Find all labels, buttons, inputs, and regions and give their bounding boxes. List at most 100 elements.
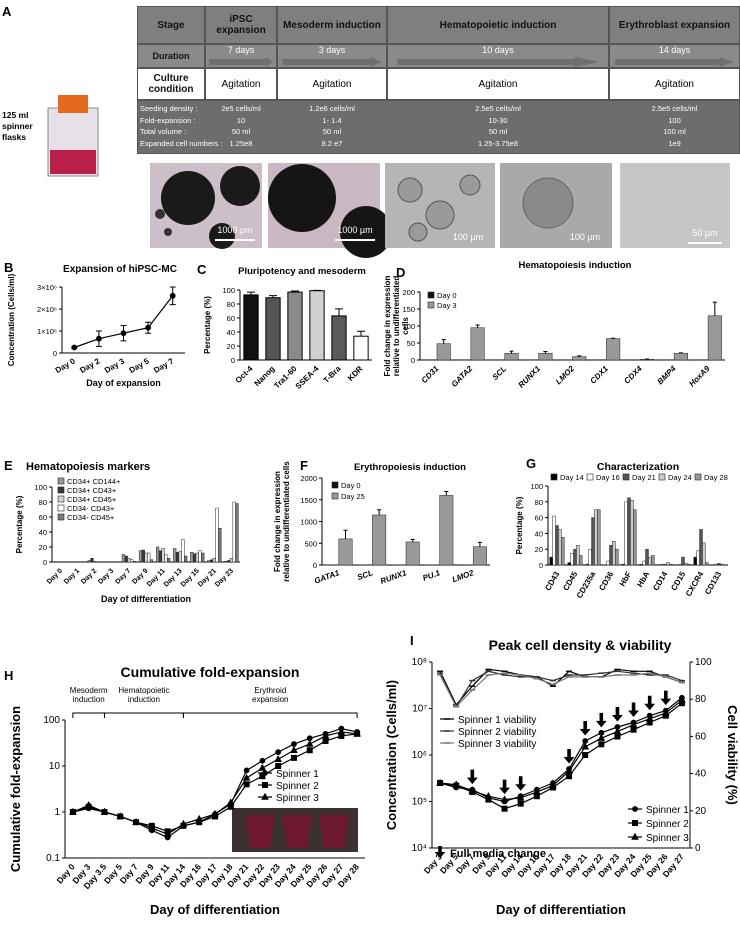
bar bbox=[331, 315, 347, 361]
data-point bbox=[120, 330, 127, 337]
legend-label: Spinner 2 bbox=[276, 781, 319, 792]
y-axis-label: Percentage (%) bbox=[515, 496, 524, 554]
chart-title: Hematopoiesis induction bbox=[519, 260, 632, 271]
table-cell: Agitation bbox=[387, 68, 609, 100]
bar bbox=[184, 555, 188, 563]
x-tick-label: Day 3 bbox=[103, 356, 126, 375]
y2-tick-label: 0 bbox=[695, 843, 701, 854]
y-tick-label: 1500 bbox=[300, 496, 317, 505]
bar bbox=[705, 562, 709, 566]
data-point bbox=[258, 763, 267, 771]
phase-bracket bbox=[103, 712, 184, 718]
bar bbox=[156, 546, 160, 563]
detail-value: 1- 1.4 bbox=[322, 115, 342, 125]
error-bar bbox=[543, 351, 548, 354]
bar bbox=[287, 291, 303, 361]
legend-swatch bbox=[57, 513, 65, 521]
y-tick-label: 40 bbox=[39, 528, 47, 537]
media-change-arrow bbox=[434, 846, 446, 858]
detail-value: 50 ml bbox=[488, 127, 508, 136]
legend-label: Day 14 bbox=[560, 473, 584, 482]
data-point bbox=[291, 741, 297, 747]
bar bbox=[702, 542, 706, 566]
x-tick-label: LMO2 bbox=[554, 364, 576, 386]
data-point bbox=[306, 747, 313, 754]
bar bbox=[699, 529, 703, 566]
data-point bbox=[661, 708, 670, 716]
detail-value: 1.25-3.75e8 bbox=[477, 138, 519, 148]
data-line bbox=[439, 699, 683, 801]
bar bbox=[673, 352, 688, 361]
scale-bar-label: 1000 µm bbox=[337, 225, 372, 235]
data-point bbox=[516, 793, 525, 801]
x-axis-label: Day of differentiation bbox=[496, 902, 626, 917]
bar bbox=[212, 558, 216, 563]
data-point bbox=[274, 755, 283, 762]
data-point bbox=[243, 767, 250, 774]
phase-bracket bbox=[182, 712, 358, 718]
legend-swatch bbox=[57, 495, 65, 503]
bar bbox=[630, 499, 634, 566]
bar bbox=[232, 501, 236, 563]
x-tick-label: Day 0 bbox=[54, 356, 77, 375]
bar bbox=[90, 558, 94, 563]
bar bbox=[594, 509, 598, 566]
x-tick-label: Day 2 bbox=[80, 568, 98, 586]
y-tick-label: 0 bbox=[231, 356, 235, 365]
legend-label: CD34+ CD45+ bbox=[67, 495, 117, 504]
micrograph: 1000 µm bbox=[150, 163, 262, 249]
data-line bbox=[439, 702, 683, 810]
y-tick-label: 60 bbox=[227, 314, 235, 323]
table-cell: Mesoderm induction bbox=[277, 6, 387, 44]
bar bbox=[720, 563, 724, 566]
x-tick-label: HbF bbox=[618, 570, 634, 588]
data-point bbox=[305, 739, 314, 747]
error-bar bbox=[410, 538, 415, 542]
legend-label: Day 16 bbox=[596, 473, 620, 482]
data-point bbox=[147, 823, 156, 831]
data-point bbox=[353, 729, 361, 737]
detail-value: 2.5e5 cells/ml bbox=[651, 104, 698, 113]
data-point bbox=[532, 787, 541, 795]
bar bbox=[504, 352, 519, 361]
chart-title: Pluripotency and mesoderm bbox=[238, 266, 366, 277]
x-tick-label: RUNX1 bbox=[379, 568, 408, 586]
data-point bbox=[69, 807, 77, 815]
bar bbox=[132, 561, 136, 563]
bar bbox=[243, 294, 259, 361]
bar bbox=[207, 560, 211, 563]
y-tick-label: 1000 bbox=[300, 518, 317, 527]
y-tick-label: 10⁴ bbox=[412, 843, 427, 854]
y-tick-label: 2000 bbox=[300, 474, 317, 483]
error-bar bbox=[577, 355, 582, 357]
legend-swatch bbox=[331, 481, 339, 489]
table-cell: 10 days bbox=[387, 44, 609, 68]
bar bbox=[472, 546, 487, 566]
legend-label: Spinner 2 viability bbox=[458, 727, 536, 738]
detail-value: 10-30 bbox=[488, 115, 508, 125]
legend-label: Spinner 1 viability bbox=[458, 715, 536, 726]
x-tick-label: CDX1 bbox=[588, 364, 610, 386]
bar bbox=[633, 509, 637, 566]
chart-title: Cumulative fold-expansion bbox=[121, 664, 300, 680]
x-axis-label: Day of differentiation bbox=[150, 902, 280, 917]
y-tick-label: 10 bbox=[49, 761, 61, 772]
detail-value: 100 bbox=[668, 115, 681, 125]
bar bbox=[558, 529, 562, 566]
y-axis-label: Percentage (%) bbox=[15, 495, 24, 553]
error-bar bbox=[335, 308, 343, 316]
bar bbox=[538, 352, 553, 361]
bar bbox=[218, 528, 222, 563]
table-cell: 14 days bbox=[609, 44, 740, 68]
x-tick-label: Day 7 bbox=[152, 356, 175, 375]
data-point bbox=[242, 773, 251, 781]
bar bbox=[127, 558, 131, 563]
x-tick-label: SSEA-4 bbox=[294, 364, 321, 391]
detail-value: 50 ml bbox=[231, 127, 251, 136]
media-change-arrow bbox=[499, 779, 510, 795]
legend-swatch bbox=[427, 301, 435, 309]
legend-swatch bbox=[586, 473, 594, 481]
chart-title: Hematopoiesis markers bbox=[26, 461, 150, 473]
panel-label: D bbox=[396, 265, 405, 280]
